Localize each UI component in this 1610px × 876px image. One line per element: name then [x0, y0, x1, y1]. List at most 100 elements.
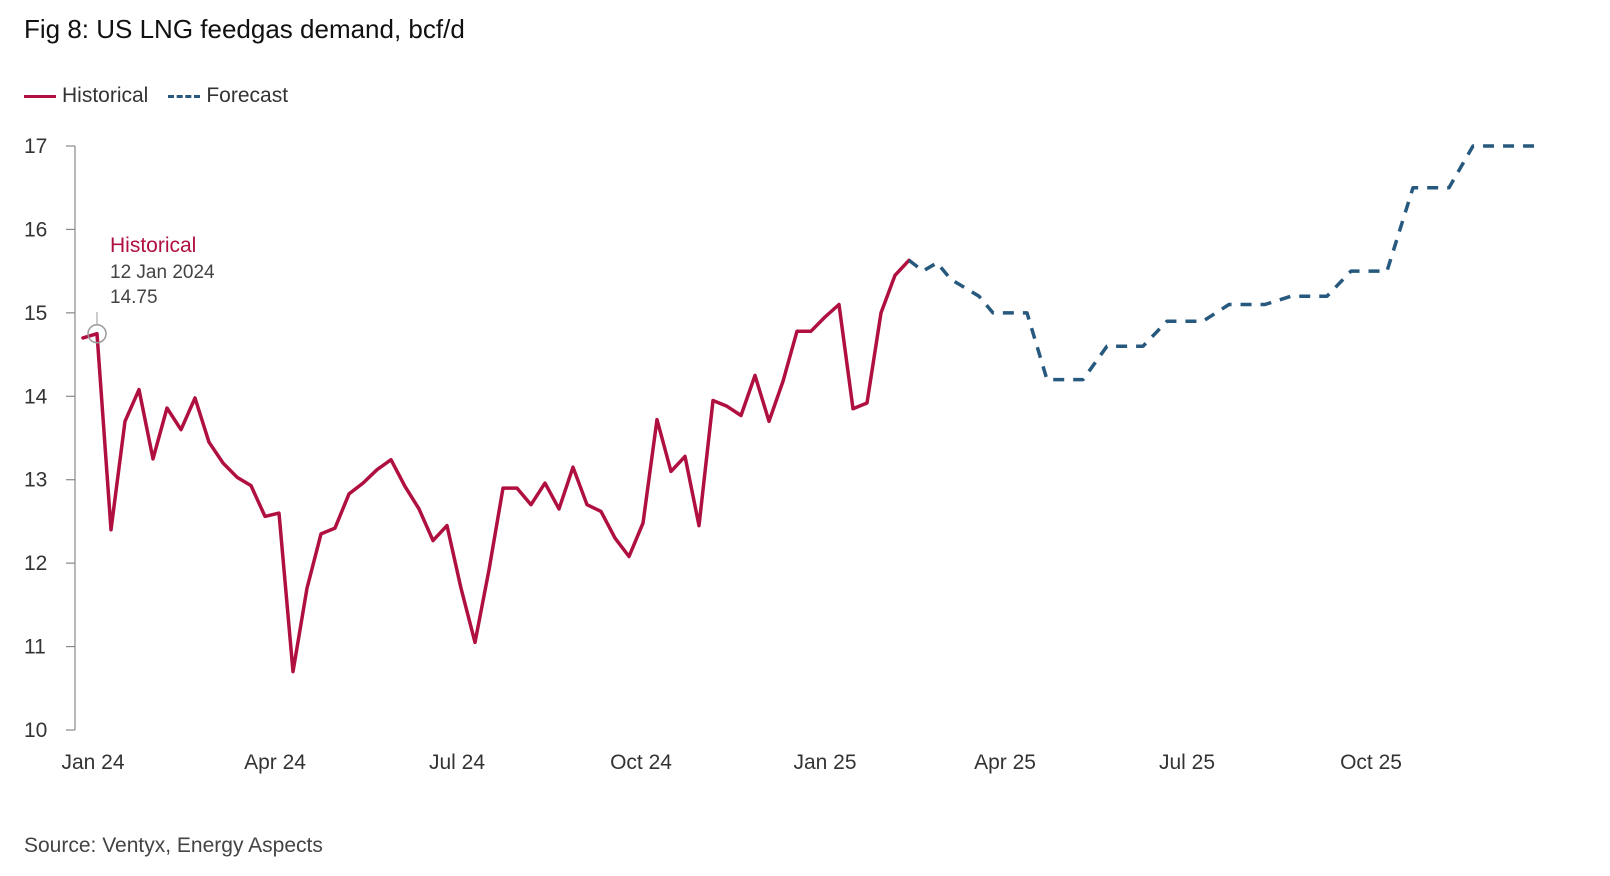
data-point[interactable]	[1182, 318, 1188, 324]
data-point[interactable]	[654, 417, 660, 423]
data-point[interactable]	[332, 525, 338, 531]
data-point[interactable]	[430, 538, 436, 544]
data-point[interactable]	[150, 456, 156, 462]
data-point[interactable]	[976, 293, 982, 299]
data-point[interactable]	[1080, 377, 1086, 383]
data-point[interactable]	[248, 483, 254, 489]
data-point[interactable]	[1024, 310, 1030, 316]
data-point[interactable]	[1122, 343, 1128, 349]
data-point[interactable]	[108, 527, 114, 533]
data-point[interactable]	[864, 400, 870, 406]
data-point[interactable]	[276, 510, 282, 516]
data-point[interactable]	[598, 508, 604, 514]
legend-swatch-historical	[24, 94, 56, 98]
data-point[interactable]	[136, 387, 142, 393]
data-point[interactable]	[752, 372, 758, 378]
data-point[interactable]	[122, 418, 128, 424]
data-point[interactable]	[206, 439, 212, 445]
data-point[interactable]	[724, 403, 730, 409]
data-point[interactable]	[808, 328, 814, 334]
data-point[interactable]	[878, 310, 884, 316]
data-point[interactable]	[514, 485, 520, 491]
data-point[interactable]	[1262, 302, 1268, 308]
data-point[interactable]	[94, 331, 100, 337]
annotation-marker[interactable]	[87, 323, 107, 344]
data-point[interactable]	[178, 427, 184, 433]
data-point[interactable]	[1384, 268, 1390, 274]
data-point[interactable]	[220, 460, 226, 466]
data-point[interactable]	[262, 513, 268, 519]
data-point[interactable]	[1366, 268, 1372, 274]
series-line-historical[interactable]	[81, 258, 911, 674]
data-point[interactable]	[1164, 318, 1170, 324]
data-point[interactable]	[374, 467, 380, 473]
data-point[interactable]	[1226, 302, 1232, 308]
data-point[interactable]	[766, 418, 772, 424]
data-point[interactable]	[1488, 143, 1494, 149]
data-point[interactable]	[1140, 343, 1146, 349]
data-point[interactable]	[80, 335, 86, 341]
data-point[interactable]	[1104, 343, 1110, 349]
data-point[interactable]	[304, 585, 310, 591]
data-point[interactable]	[626, 554, 632, 560]
data-point[interactable]	[164, 405, 170, 411]
data-point[interactable]	[850, 406, 856, 412]
data-point[interactable]	[1428, 185, 1434, 191]
data-point[interactable]	[794, 328, 800, 334]
legend-item-historical[interactable]: Historical	[24, 84, 148, 108]
data-point[interactable]	[1446, 185, 1452, 191]
data-point[interactable]	[570, 464, 576, 470]
data-point[interactable]	[668, 468, 674, 474]
data-point[interactable]	[1410, 185, 1416, 191]
series-line-forecast[interactable]	[907, 144, 1535, 382]
data-point[interactable]	[388, 457, 394, 463]
data-point[interactable]	[360, 480, 366, 486]
data-point[interactable]	[556, 506, 562, 512]
data-point[interactable]	[780, 378, 786, 384]
data-point[interactable]	[192, 395, 198, 401]
data-point[interactable]	[640, 520, 646, 526]
annotation-title: Historical	[110, 234, 196, 257]
data-point[interactable]	[1470, 143, 1476, 149]
data-point[interactable]	[584, 502, 590, 508]
data-point[interactable]	[346, 491, 352, 497]
data-point[interactable]	[1288, 293, 1294, 299]
data-point[interactable]	[696, 523, 702, 529]
data-point[interactable]	[1200, 318, 1206, 324]
data-point[interactable]	[962, 285, 968, 291]
data-point[interactable]	[836, 302, 842, 308]
data-point[interactable]	[612, 535, 618, 541]
data-point[interactable]	[1044, 377, 1050, 383]
data-point[interactable]	[1324, 293, 1330, 299]
data-point[interactable]	[906, 257, 912, 263]
data-point[interactable]	[1348, 268, 1354, 274]
data-point[interactable]	[934, 260, 940, 266]
data-point[interactable]	[682, 453, 688, 459]
data-point[interactable]	[1506, 143, 1512, 149]
data-point[interactable]	[822, 314, 828, 320]
data-point[interactable]	[920, 268, 926, 274]
data-point[interactable]	[318, 531, 324, 537]
data-point[interactable]	[486, 567, 492, 573]
data-point[interactable]	[234, 474, 240, 480]
data-point[interactable]	[416, 506, 422, 512]
data-point[interactable]	[948, 277, 954, 283]
data-point[interactable]	[458, 585, 464, 591]
data-point[interactable]	[990, 310, 996, 316]
data-point[interactable]	[444, 523, 450, 529]
data-point[interactable]	[472, 639, 478, 645]
data-point[interactable]	[1004, 310, 1010, 316]
data-point[interactable]	[1306, 293, 1312, 299]
data-point[interactable]	[738, 413, 744, 419]
data-point[interactable]	[1244, 302, 1250, 308]
data-point[interactable]	[710, 398, 716, 404]
data-point[interactable]	[1062, 377, 1068, 383]
data-point[interactable]	[892, 272, 898, 278]
legend-item-forecast[interactable]: Forecast	[168, 84, 288, 108]
data-point[interactable]	[1532, 143, 1538, 149]
data-point[interactable]	[528, 502, 534, 508]
data-point[interactable]	[542, 480, 548, 486]
data-point[interactable]	[290, 669, 296, 675]
data-point[interactable]	[402, 483, 408, 489]
data-point[interactable]	[500, 485, 506, 491]
